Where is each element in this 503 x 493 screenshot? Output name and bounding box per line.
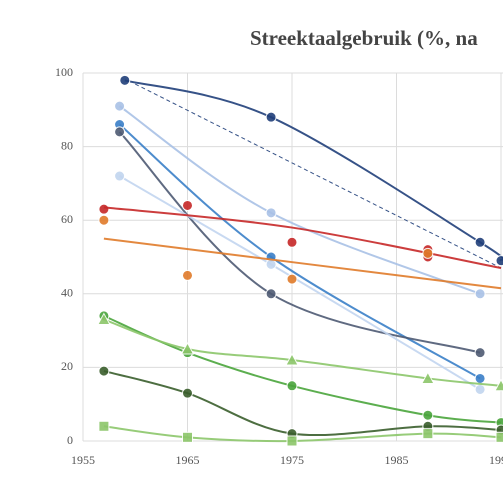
marker xyxy=(114,170,126,182)
marker xyxy=(98,365,110,377)
x-tick-label: 1985 xyxy=(385,453,409,467)
marker xyxy=(265,207,277,219)
marker xyxy=(97,312,111,326)
marker xyxy=(182,199,193,211)
marker xyxy=(494,378,503,392)
marker xyxy=(119,74,131,86)
marker xyxy=(182,431,193,443)
marker xyxy=(265,288,277,300)
y-tick-label: 40 xyxy=(61,286,73,300)
marker xyxy=(474,236,486,248)
y-tick-label: 100 xyxy=(55,65,73,79)
series-line xyxy=(103,206,502,270)
marker xyxy=(114,100,126,112)
marker xyxy=(182,269,193,281)
series-line xyxy=(135,83,502,269)
y-tick-label: 20 xyxy=(61,359,73,373)
x-tick-label: 1965 xyxy=(176,453,200,467)
marker xyxy=(114,126,126,138)
marker xyxy=(474,372,486,384)
marker xyxy=(422,247,434,259)
marker xyxy=(182,387,193,399)
marker xyxy=(421,371,435,384)
marker xyxy=(495,431,503,443)
marker xyxy=(180,341,195,355)
marker xyxy=(98,203,110,215)
series-line xyxy=(103,318,502,387)
marker xyxy=(286,380,298,392)
x-tick-label: 1955 xyxy=(71,453,95,467)
marker xyxy=(98,420,110,432)
chart-title: Streektaalgebruik (%, na xyxy=(250,26,478,50)
marker xyxy=(474,347,486,359)
marker xyxy=(474,288,486,300)
y-tick-label: 80 xyxy=(61,138,73,152)
series-line xyxy=(103,237,502,290)
marker xyxy=(286,273,298,285)
marker xyxy=(286,236,298,248)
y-tick-label: 0 xyxy=(67,433,73,447)
marker xyxy=(265,111,277,123)
series-line xyxy=(118,131,481,354)
marker xyxy=(285,352,299,366)
x-tick-label: 1975 xyxy=(280,453,304,467)
marker xyxy=(98,214,110,226)
marker xyxy=(286,435,298,447)
marker xyxy=(422,428,434,440)
marker xyxy=(495,255,503,267)
marker xyxy=(422,409,434,421)
y-tick-label: 60 xyxy=(61,212,73,226)
series-line xyxy=(103,314,502,424)
marker xyxy=(474,383,486,395)
x-tick-label: 1995 xyxy=(489,453,503,467)
